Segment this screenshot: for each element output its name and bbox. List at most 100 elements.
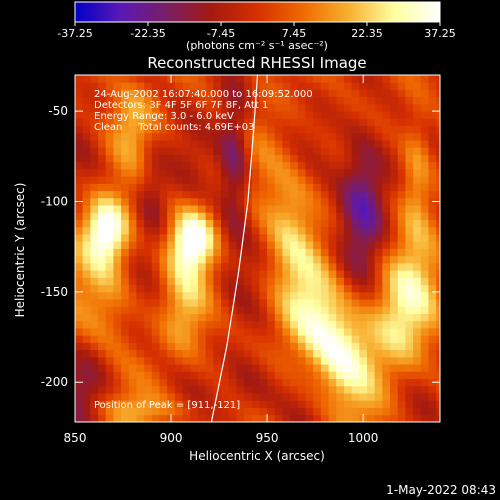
heatmap-cell xyxy=(90,349,99,358)
heatmap-cell xyxy=(98,291,107,300)
heatmap-cell xyxy=(182,161,191,170)
heatmap-cell xyxy=(420,241,429,249)
heatmap-cell xyxy=(144,255,153,264)
heatmap-cell xyxy=(282,103,291,112)
heatmap-cell xyxy=(390,262,399,271)
heatmap-cell xyxy=(236,75,245,83)
heatmap-cell xyxy=(405,255,414,264)
heatmap-cell xyxy=(113,328,122,336)
heatmap-cell xyxy=(405,407,414,416)
heatmap-cell xyxy=(359,270,368,278)
heatmap-cell xyxy=(90,205,99,213)
heatmap-cell xyxy=(90,212,99,220)
heatmap-cell xyxy=(374,313,383,322)
heatmap-cell xyxy=(113,205,122,213)
heatmap-cell xyxy=(259,277,268,286)
heatmap-cell xyxy=(351,205,360,213)
heatmap-cell xyxy=(128,284,137,293)
heatmap-cell xyxy=(182,82,191,90)
heatmap-cell xyxy=(75,103,84,112)
heatmap-cell xyxy=(397,226,406,235)
heatmap-cell xyxy=(374,147,383,155)
heatmap-cell xyxy=(174,161,183,170)
heatmap-cell xyxy=(313,291,322,300)
heatmap-cell xyxy=(182,313,191,322)
heatmap-cell xyxy=(244,320,253,329)
heatmap-cell xyxy=(290,342,299,351)
heatmap-cell xyxy=(128,328,137,336)
heatmap-cell xyxy=(174,342,183,351)
heatmap-cell xyxy=(128,96,137,105)
heatmap-cell xyxy=(367,270,376,278)
heatmap-cell xyxy=(382,183,391,192)
heatmap-cell xyxy=(274,255,283,264)
heatmap-cell xyxy=(167,197,176,206)
heatmap-cell xyxy=(313,320,322,329)
heatmap-cell xyxy=(121,212,130,220)
heatmap-cell xyxy=(305,277,314,286)
heatmap-cell xyxy=(374,284,383,293)
heatmap-cell xyxy=(405,364,414,372)
heatmap-cell xyxy=(182,335,191,343)
heatmap-cell xyxy=(413,277,422,286)
heatmap-cell xyxy=(290,82,299,90)
heatmap-cell xyxy=(367,234,376,242)
heatmap-cell xyxy=(221,335,230,343)
heatmap-cell xyxy=(174,262,183,271)
heatmap-cell xyxy=(428,161,437,170)
heatmap-cell xyxy=(282,342,291,351)
heatmap-cell xyxy=(182,89,191,98)
heatmap-cell xyxy=(182,349,191,358)
heatmap-cell xyxy=(351,82,360,90)
heatmap-cell xyxy=(128,132,137,141)
heatmap-cell xyxy=(359,103,368,112)
heatmap-cell xyxy=(136,82,145,90)
heatmap-cell xyxy=(151,284,160,293)
heatmap-cell xyxy=(290,393,299,401)
heatmap-cell xyxy=(343,183,353,192)
heatmap-cell xyxy=(174,111,183,119)
heatmap-cell xyxy=(428,154,437,163)
heatmap-cell xyxy=(328,364,337,372)
heatmap-cell xyxy=(359,140,368,148)
heatmap-cell xyxy=(75,364,84,372)
heatmap-cell xyxy=(305,219,314,228)
heatmap-cell xyxy=(359,212,368,220)
heatmap-cell xyxy=(336,212,345,220)
heatmap-cell xyxy=(159,118,168,127)
heatmap-cell xyxy=(90,147,99,155)
heatmap-cell xyxy=(290,364,299,372)
heatmap-cell xyxy=(228,385,237,394)
heatmap-cell xyxy=(274,176,283,184)
heatmap-cell xyxy=(105,299,114,307)
heatmap-cell xyxy=(305,234,314,242)
heatmap-cell xyxy=(343,219,353,228)
heatmap-cell xyxy=(144,400,153,408)
heatmap-cell xyxy=(98,89,107,98)
heatmap-cell xyxy=(297,154,306,163)
heatmap-cell xyxy=(105,176,114,184)
heatmap-cell xyxy=(405,306,414,314)
heatmap-cell xyxy=(274,400,283,408)
heatmap-cell xyxy=(197,168,207,177)
heatmap-cell xyxy=(328,393,337,401)
heatmap-cell xyxy=(174,212,183,220)
heatmap-cell xyxy=(221,212,230,220)
heatmap-cell xyxy=(213,393,222,401)
heatmap-cell xyxy=(128,364,137,372)
heatmap-cell xyxy=(420,205,429,213)
heatmap-cell xyxy=(397,161,406,170)
heatmap-cell xyxy=(359,385,368,394)
heatmap-cell xyxy=(428,118,437,127)
heatmap-cell xyxy=(113,248,122,257)
heatmap-cell xyxy=(328,89,337,98)
heatmap-cell xyxy=(190,168,199,177)
heatmap-cell xyxy=(436,103,440,112)
heatmap-cell xyxy=(374,176,383,184)
heatmap-cell xyxy=(267,299,276,307)
heatmap-cell xyxy=(351,140,360,148)
heatmap-cell xyxy=(297,226,306,235)
heatmap-cell xyxy=(428,414,437,422)
heatmap-cell xyxy=(274,212,283,220)
heatmap-cell xyxy=(159,132,168,141)
